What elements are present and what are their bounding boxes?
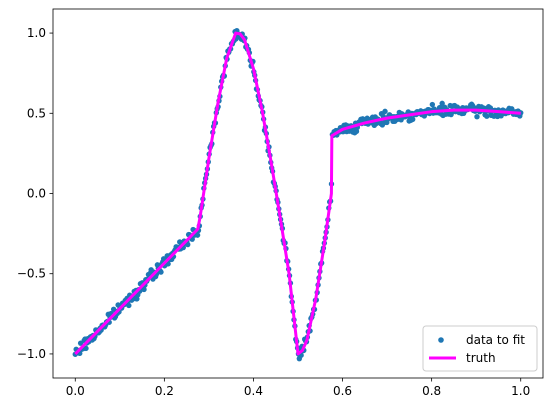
x-tick-label: 0.0 [66,384,85,398]
data-point [194,232,201,238]
y-axis-ticks: −1.0 −0.5 0.0 0.5 1.0 [17,26,53,361]
y-tick-label: −0.5 [17,267,46,281]
x-tick-label: 0.2 [155,384,174,398]
y-tick-label: 0.0 [27,187,46,201]
data-point [410,116,416,122]
y-tick-label: 0.5 [27,106,46,120]
data-point [185,241,191,248]
data-point [126,302,132,309]
data-point [429,101,436,108]
scatter-points [72,27,524,362]
x-tick-label: 0.8 [422,384,441,398]
legend-label-data-to-fit: data to fit [466,333,525,347]
data-point [474,114,480,120]
data-point [134,296,140,302]
legend-marker-data-to-fit [438,337,444,343]
legend: data to fit truth [422,325,538,372]
data-point [83,345,89,352]
x-tick-label: 1.0 [511,384,530,398]
legend-box [422,325,538,372]
truth-line [74,31,521,356]
y-tick-label: −1.0 [17,347,46,361]
data-point [141,286,147,293]
data-point [439,100,445,107]
plot-frame [52,8,544,379]
truth-line-layer [74,31,521,356]
data-point [484,113,490,119]
data-point [382,108,388,115]
x-tick-label: 0.6 [333,384,352,398]
data-point [158,269,164,275]
x-tick-label: 0.4 [244,384,263,398]
legend-label-truth: truth [466,351,496,365]
x-axis-ticks: 0.0 0.2 0.4 0.6 0.8 1.0 [66,378,530,398]
y-tick-label: 1.0 [27,26,46,40]
